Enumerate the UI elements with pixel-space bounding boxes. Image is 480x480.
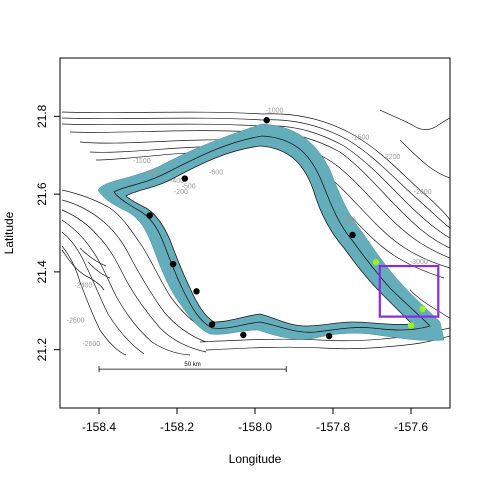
contour-lines [61,109,450,356]
x-tick-label: -158.4 [82,420,116,434]
contour-label: -2600 [82,341,100,348]
x-axis: -158.4 -158.2 -158.0 -157.8 -157.6 [82,407,428,434]
contour-label: -200 [174,189,188,196]
scale-bar: 50 km [98,362,287,373]
study-area-box [378,264,440,318]
contour-label: -900 [147,170,161,177]
y-axis: 21.2 21.4 21.6 21.8 [35,104,61,362]
sample-point [181,175,188,182]
contour-label: -900 [342,216,356,223]
sample-point [208,321,216,328]
sample-point-highlight [419,305,426,313]
x-axis-label: Longitude [229,452,282,466]
x-tick-label: -158.0 [238,420,272,434]
contour-label: -400 [170,178,184,185]
x-tick-label: -157.6 [394,420,428,434]
contour-label: -2600 [67,317,85,324]
y-tick-label: 21.8 [35,104,49,128]
contour-label: -2400 [74,282,92,289]
contour-label: -2600 [414,189,432,196]
sample-point [263,117,270,124]
sample-point [240,331,247,339]
contour-label: -600 [209,170,223,177]
contour-label: -1000 [266,107,284,114]
island-landmass [125,145,413,327]
x-tick-label: -157.8 [316,420,350,434]
y-tick-label: 21.6 [35,182,49,206]
scale-bar-label: 50 km [184,362,200,368]
sample-point [349,231,356,239]
sample-point-highlight [372,258,380,266]
contour-label: -1500 [351,135,369,142]
x-tick-label: -158.2 [160,420,194,434]
sample-point-highlight [407,322,415,329]
contour-label: -3000 [410,259,428,266]
sample-point [193,288,200,295]
contour-label: -500 [182,183,196,190]
y-tick-label: 21.2 [35,338,49,362]
contour-label: -2200 [383,154,401,161]
contour-labels: -1000 -1100 -900 -600 -500-400 -200 -1500 -2200… [67,107,432,347]
sample-point [146,212,153,219]
y-axis-label: Latitude [2,211,16,254]
sample-point [169,260,177,268]
contour-label: -1100 [133,158,150,165]
y-tick-label: 21.4 [35,260,49,284]
sample-point [325,332,333,340]
shelf-contours [113,135,431,333]
sample-points [146,117,426,340]
